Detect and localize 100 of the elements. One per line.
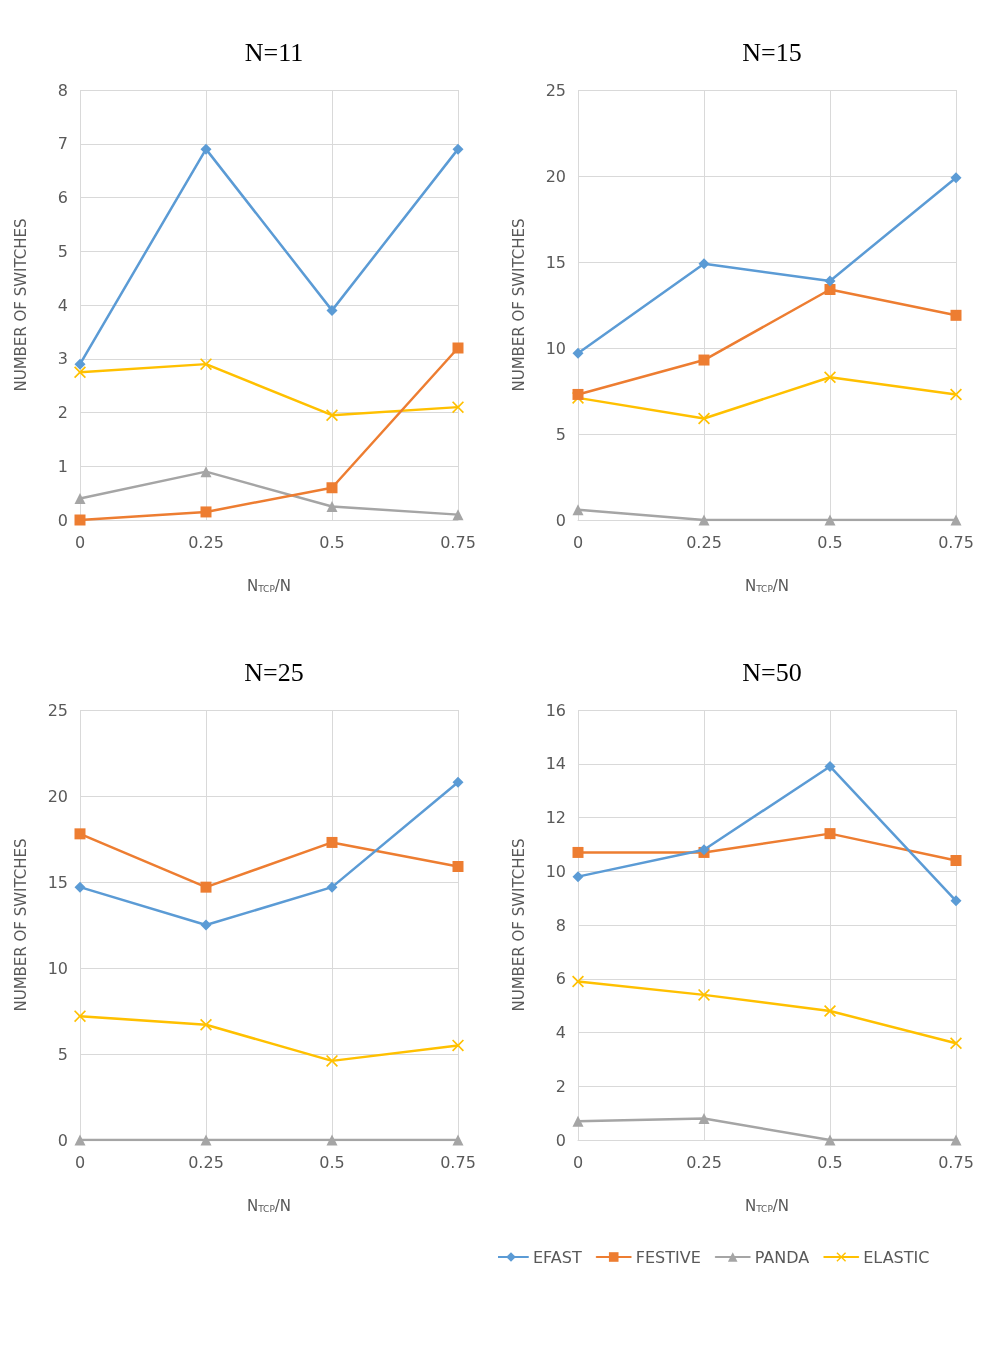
point [200, 143, 212, 155]
point [326, 1054, 338, 1067]
point [572, 871, 584, 883]
point [200, 881, 212, 893]
point [326, 501, 338, 513]
x-tick-label: 0 [74, 1152, 86, 1172]
point [824, 514, 836, 526]
point [698, 988, 710, 1001]
point [698, 1113, 710, 1124]
chart-title: N=25 [244, 657, 304, 687]
x-axis-title: NTCP/N [246, 576, 292, 595]
point [698, 514, 710, 526]
point [452, 509, 464, 521]
point [824, 275, 836, 287]
x-tick-label: 0.5 [817, 532, 843, 552]
y-tick-label: 4 [57, 295, 68, 315]
y-tick-label: 12 [545, 808, 566, 827]
x-tick-label: 0.75 [938, 532, 974, 552]
point [572, 347, 584, 359]
y-tick-label: 20 [47, 786, 68, 806]
point [452, 776, 464, 788]
point [326, 881, 338, 893]
y-tick-label: 15 [47, 872, 68, 892]
x-tick-label: 0 [572, 532, 584, 552]
x-tick-label: 0.25 [686, 1152, 722, 1172]
y-tick-label: 0 [555, 1130, 566, 1150]
y-tick-label: 5 [555, 424, 566, 444]
point [452, 861, 464, 873]
y-tick-label: 6 [555, 969, 566, 989]
point [326, 304, 338, 316]
point [572, 846, 584, 858]
point [452, 401, 464, 414]
point [74, 366, 86, 379]
legend-label: FESTIVE [635, 1247, 701, 1267]
y-tick-label: 7 [57, 134, 68, 154]
legend-label: ELASTIC [863, 1247, 930, 1267]
y-tick-label: 20 [545, 166, 566, 186]
x-tick-label: 0 [74, 532, 86, 552]
point [452, 1134, 464, 1146]
y-tick-label: 10 [545, 861, 566, 881]
x-axis-title: NTCP/N [744, 1196, 790, 1215]
point [950, 855, 962, 866]
x-tick-label: 0.75 [938, 1152, 974, 1172]
point [200, 919, 212, 931]
point [200, 1134, 212, 1146]
y-tick-label: 0 [555, 510, 566, 530]
point [824, 1005, 836, 1017]
point [950, 1134, 962, 1146]
point [200, 358, 212, 371]
y-tick-label: 1 [57, 456, 68, 476]
y-tick-label: 5 [57, 241, 68, 261]
chart-title: N=15 [742, 37, 802, 67]
y-tick-label: 10 [47, 958, 68, 978]
point [824, 1134, 836, 1146]
point [950, 172, 962, 184]
point [74, 358, 86, 370]
x-tick-label: 0.5 [319, 532, 345, 552]
point [824, 828, 836, 840]
y-axis-title: NUMBER OF SWITCHES [509, 218, 528, 392]
y-axis-title: NUMBER OF SWITCHES [11, 838, 30, 1012]
x-tick-label: 0.25 [188, 1152, 224, 1172]
y-tick-label: 5 [57, 1044, 68, 1064]
y-tick-label: 0 [57, 1130, 68, 1150]
x-tick-label: 0.5 [319, 1152, 345, 1172]
chart-title: N=11 [244, 37, 304, 67]
y-tick-label: 15 [545, 252, 566, 272]
x-tick-label: 0.25 [188, 532, 224, 552]
point [74, 493, 86, 504]
point [698, 258, 710, 270]
x-axis-title: NTCP/N [744, 576, 790, 595]
y-tick-label: 16 [545, 700, 566, 720]
y-tick-label: 0 [57, 510, 68, 530]
point [326, 1134, 338, 1146]
y-tick-label: 3 [57, 349, 68, 369]
point [74, 1010, 86, 1023]
y-tick-label: 6 [57, 188, 68, 207]
point [74, 881, 86, 893]
y-axis-title: NUMBER OF SWITCHES [11, 218, 30, 392]
y-tick-label: 2 [555, 1076, 566, 1096]
point [950, 309, 962, 321]
point [950, 895, 962, 907]
point [698, 354, 710, 366]
y-tick-label: 25 [47, 700, 68, 720]
x-tick-label: 0.75 [440, 532, 476, 552]
y-tick-label: 8 [555, 915, 566, 935]
y-tick-label: 10 [545, 338, 566, 358]
point [452, 342, 464, 354]
point [824, 284, 836, 296]
legend-label: PANDA [754, 1247, 810, 1267]
y-tick-label: 8 [57, 80, 68, 100]
point [572, 504, 584, 516]
point [572, 388, 584, 400]
point [326, 409, 338, 422]
x-tick-label: 0.25 [686, 532, 722, 552]
point [326, 482, 338, 494]
y-tick-label: 4 [555, 1023, 566, 1042]
point [824, 760, 836, 772]
point [572, 1115, 584, 1127]
point [950, 514, 962, 526]
x-tick-label: 0.75 [440, 1152, 476, 1172]
